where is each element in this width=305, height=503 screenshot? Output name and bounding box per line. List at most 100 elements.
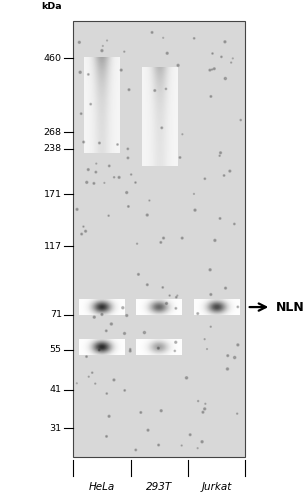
Text: 41: 41 (50, 385, 62, 394)
Point (160, 283, 165, 291)
Point (124, 311, 129, 319)
Point (133, 446, 138, 454)
Point (84, 179, 89, 187)
Point (217, 152, 222, 160)
Point (225, 352, 230, 360)
Point (192, 34, 197, 42)
Point (235, 409, 240, 417)
Point (122, 386, 127, 394)
Point (126, 154, 131, 162)
Point (180, 234, 185, 242)
Point (104, 389, 109, 397)
Point (125, 145, 130, 153)
Point (159, 407, 164, 415)
Point (176, 61, 181, 69)
Point (124, 189, 129, 197)
Text: 460: 460 (44, 54, 62, 63)
Point (232, 354, 237, 362)
Point (92, 313, 97, 321)
Point (93, 168, 98, 176)
Point (217, 214, 222, 222)
Point (112, 173, 117, 181)
Point (152, 87, 157, 95)
Point (105, 37, 109, 45)
Text: 71: 71 (50, 310, 62, 319)
Point (156, 441, 161, 449)
Point (79, 230, 84, 238)
Point (120, 304, 125, 312)
Point (232, 220, 237, 228)
Text: Jurkat: Jurkat (202, 482, 232, 492)
Point (81, 222, 86, 230)
Point (212, 65, 217, 73)
Point (202, 335, 207, 343)
Text: 293T: 293T (146, 482, 173, 492)
Point (135, 239, 139, 247)
Point (238, 116, 243, 124)
Point (122, 48, 127, 56)
Point (192, 190, 196, 198)
Point (223, 284, 228, 292)
Point (86, 165, 91, 174)
Point (223, 38, 228, 46)
Point (222, 172, 227, 180)
Point (109, 320, 114, 328)
Text: 171: 171 (44, 190, 62, 199)
Point (128, 345, 133, 353)
Point (172, 347, 177, 355)
Point (156, 344, 161, 352)
Text: HeLa: HeLa (89, 482, 115, 492)
Point (94, 159, 99, 167)
Point (90, 369, 95, 377)
Point (200, 438, 205, 446)
Point (138, 408, 143, 416)
Point (208, 290, 213, 298)
Point (223, 74, 228, 82)
Point (127, 86, 131, 94)
Point (81, 138, 86, 146)
Point (107, 412, 112, 421)
Point (230, 54, 235, 62)
Point (158, 238, 163, 246)
Point (161, 234, 166, 242)
Point (150, 28, 155, 36)
Point (207, 66, 212, 74)
Point (77, 38, 82, 46)
Text: 238: 238 (44, 144, 62, 153)
Point (115, 140, 120, 148)
Point (119, 66, 124, 74)
Point (208, 266, 213, 274)
Point (97, 346, 102, 354)
Point (210, 49, 215, 57)
Point (161, 34, 166, 42)
Point (164, 299, 169, 307)
Point (83, 227, 88, 235)
Point (102, 179, 107, 187)
Point (126, 202, 131, 210)
Point (145, 281, 150, 289)
Point (173, 338, 178, 346)
Point (112, 376, 117, 384)
Point (225, 365, 230, 373)
Point (88, 100, 93, 108)
Point (79, 110, 84, 118)
Point (203, 175, 207, 183)
Point (202, 405, 207, 413)
Point (200, 408, 205, 416)
Point (208, 323, 213, 331)
Point (78, 68, 83, 76)
Bar (73, 21, 246, 457)
Point (86, 70, 91, 78)
Point (104, 327, 109, 335)
Point (147, 197, 152, 205)
Point (192, 206, 197, 214)
Point (180, 130, 185, 138)
Point (129, 171, 134, 179)
Point (122, 329, 127, 338)
Point (84, 353, 89, 361)
Point (145, 211, 150, 219)
Point (219, 53, 224, 61)
Point (179, 442, 184, 450)
Point (93, 380, 98, 388)
Point (195, 309, 200, 317)
